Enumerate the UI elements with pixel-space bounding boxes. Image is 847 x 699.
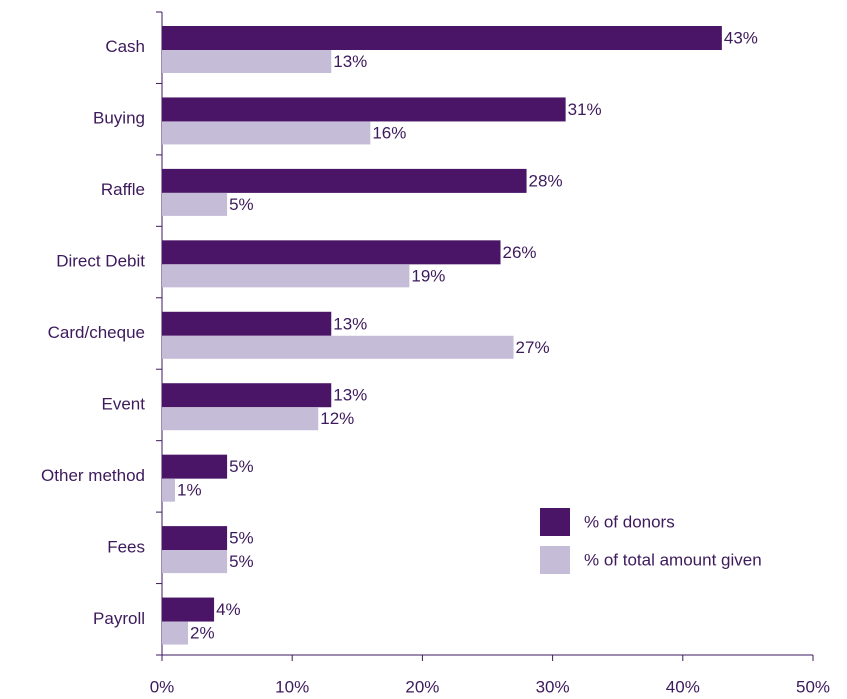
bar <box>162 550 228 574</box>
bar <box>162 383 332 408</box>
bar <box>162 454 228 479</box>
value-label: 27% <box>516 338 550 357</box>
legend-swatch <box>540 546 570 574</box>
value-label: 5% <box>229 195 254 214</box>
y-tick-label: Raffle <box>101 180 145 199</box>
value-label: 13% <box>333 314 367 333</box>
y-tick-label: Payroll <box>93 609 145 628</box>
value-label: 5% <box>229 457 254 476</box>
y-tick-label: Card/cheque <box>48 323 145 342</box>
bar <box>162 168 527 193</box>
x-tick-label: 10% <box>275 677 309 696</box>
bar <box>162 264 410 288</box>
value-label: 28% <box>529 171 563 190</box>
value-label: 5% <box>229 529 254 548</box>
value-label: 1% <box>177 481 202 500</box>
y-tick-label: Cash <box>105 37 145 56</box>
bar <box>162 311 332 336</box>
bar <box>162 97 566 122</box>
value-label: 13% <box>333 386 367 405</box>
bar <box>162 526 228 551</box>
bar <box>162 26 722 50</box>
x-tick-label: 30% <box>536 677 570 696</box>
y-tick-label: Fees <box>107 537 145 556</box>
x-tick-label: 20% <box>405 677 439 696</box>
value-label: 43% <box>724 28 758 47</box>
legend-label: % of total amount given <box>584 550 762 569</box>
legend-label: % of donors <box>584 512 675 531</box>
bar <box>162 478 176 502</box>
bar <box>162 335 514 359</box>
value-label: 5% <box>229 552 254 571</box>
value-label: 16% <box>372 123 406 142</box>
y-tick-label: Direct Debit <box>56 252 145 271</box>
y-tick-label: Event <box>102 394 146 413</box>
value-label: 12% <box>320 409 354 428</box>
x-tick-label: 50% <box>796 677 830 696</box>
value-label: 2% <box>190 624 215 643</box>
x-tick-label: 40% <box>666 677 700 696</box>
value-label: 26% <box>503 243 537 262</box>
y-tick-label: Buying <box>93 109 145 128</box>
bar <box>162 240 501 265</box>
value-label: 13% <box>333 52 367 71</box>
x-tick-label: 0% <box>150 677 175 696</box>
y-tick-label: Other method <box>41 466 145 485</box>
bar <box>162 407 319 431</box>
value-label: 4% <box>216 600 241 619</box>
value-label: 19% <box>411 266 445 285</box>
bar <box>162 50 332 73</box>
bar <box>162 192 228 216</box>
bar <box>162 597 215 622</box>
bar <box>162 121 371 145</box>
bar <box>162 621 189 645</box>
legend-swatch <box>540 508 570 536</box>
value-label: 31% <box>568 100 602 119</box>
